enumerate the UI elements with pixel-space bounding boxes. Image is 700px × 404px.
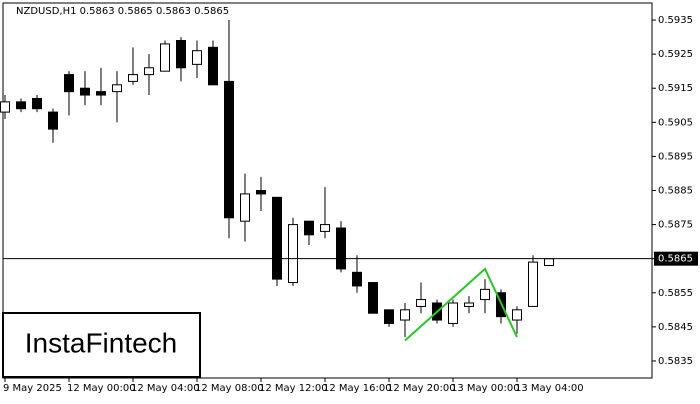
candle-body	[304, 220, 314, 236]
candle-body	[544, 258, 554, 267]
x-tick-label: 12 May 08:00	[195, 383, 264, 394]
candle-body	[176, 40, 186, 69]
pattern-line	[404, 267, 518, 342]
candle-body	[512, 309, 522, 321]
current-price-box	[654, 251, 698, 266]
y-tick-label: 0.5845	[658, 322, 693, 333]
x-tick-label: 13 May 00:00	[451, 383, 520, 394]
y-tick-label: 0.5925	[658, 49, 693, 60]
logo-box	[2, 312, 201, 378]
candle-body	[320, 224, 330, 232]
candle-body	[16, 101, 26, 110]
y-tick-label: 0.5835	[658, 356, 693, 367]
candle-body	[64, 74, 74, 93]
y-tick-label: 0.5875	[658, 220, 693, 231]
candle-body	[384, 309, 394, 324]
candle-body	[272, 196, 282, 280]
candle-body	[208, 46, 218, 86]
logo: InstaFintech	[25, 327, 178, 358]
x-tick-label: 12 May 12:00	[259, 383, 328, 394]
candle-body	[368, 282, 378, 314]
candle-body	[528, 261, 538, 307]
candle-body	[336, 227, 346, 270]
candle-body	[480, 288, 490, 301]
candle-body	[400, 309, 410, 321]
x-tick-label: 13 May 04:00	[515, 383, 584, 394]
candle-body	[240, 193, 250, 222]
current-price-label: 0.5865	[658, 254, 693, 265]
x-tick-label: 12 May 16:00	[323, 383, 392, 394]
candle-body	[128, 74, 138, 82]
y-tick-label: 0.5885	[658, 186, 693, 197]
candle-body	[192, 50, 202, 65]
candle-body	[80, 87, 90, 96]
candle-body	[48, 111, 58, 130]
x-tick-label: 12 May 20:00	[387, 383, 456, 394]
chart-title: NZDUSD,H1 0.5863 0.5865 0.5863 0.5865	[16, 6, 229, 17]
candle-body	[448, 302, 458, 324]
candle-body	[416, 299, 426, 307]
y-tick-label: 0.5895	[658, 151, 693, 162]
y-tick-label: 0.5905	[658, 117, 693, 128]
candle-body	[0, 101, 10, 113]
candle-body	[224, 80, 234, 219]
x-tick-label: 12 May 00:00	[67, 383, 136, 394]
candle-body	[32, 97, 42, 110]
candle-body	[96, 91, 106, 96]
candle-body	[352, 271, 362, 287]
candle-body	[112, 84, 122, 93]
candle-body	[144, 67, 154, 76]
y-tick-label: 0.5915	[658, 83, 693, 94]
y-tick-label: 0.5935	[658, 15, 693, 26]
candle-body	[160, 43, 170, 72]
y-tick-label: 0.5855	[658, 288, 693, 299]
x-tick-label: 9 May 2025	[3, 383, 62, 394]
x-tick-label: 12 May 04:00	[131, 383, 200, 394]
candle-body	[256, 190, 266, 195]
candle-body	[288, 224, 298, 284]
candle-body	[464, 302, 474, 307]
